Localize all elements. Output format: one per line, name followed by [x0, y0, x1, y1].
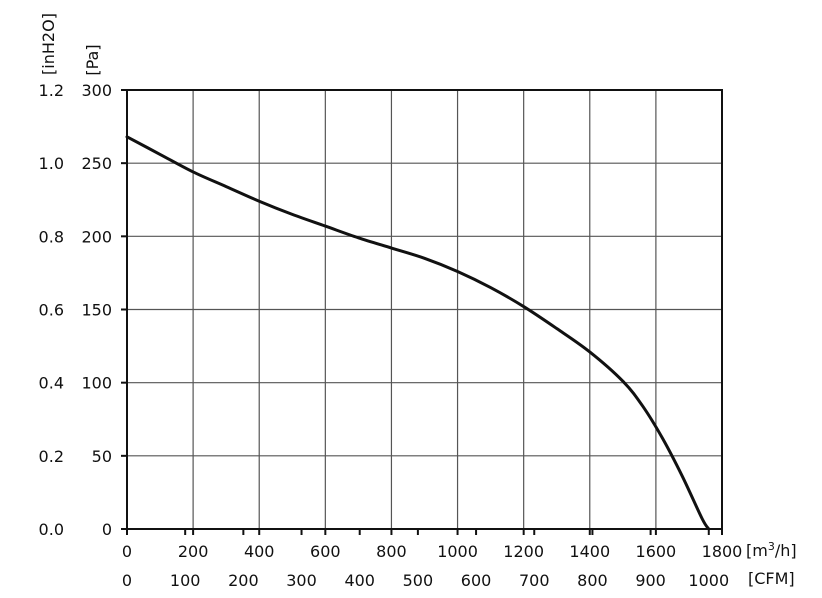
- plot-frame: [126, 89, 723, 530]
- x-axis-unit-secondary: [CFM]: [748, 569, 795, 588]
- x-axis-unit-primary: [m3/h]: [746, 540, 797, 560]
- y-tick-label-secondary: 0.8: [39, 227, 64, 246]
- x-tick-label-secondary: 600: [461, 571, 492, 590]
- x-tick-label-primary: 1200: [503, 542, 544, 561]
- x-tick-label-primary: 1800: [702, 542, 743, 561]
- x-tick-label-primary: 1400: [569, 542, 610, 561]
- x-tick-label-secondary: 800: [577, 571, 608, 590]
- x-tick-label-secondary: 300: [286, 571, 317, 590]
- x-tick-label-primary: 800: [376, 542, 407, 561]
- x-tick-label-secondary: 1000: [688, 571, 729, 590]
- x-tick-label-primary: 0: [122, 542, 132, 561]
- series-layer: [125, 135, 711, 531]
- x-tick-label-primary: 1600: [636, 542, 677, 561]
- y-axis-unit-secondary: [inH2O]: [39, 13, 58, 75]
- x-tick-label-secondary: 400: [344, 571, 375, 590]
- x-tick-label-primary: 200: [178, 542, 209, 561]
- y-tick-label-secondary: 0.2: [39, 447, 64, 466]
- y-tick-label-primary: 0: [102, 520, 112, 539]
- x-tick-label-primary: 400: [244, 542, 275, 561]
- x-tick-label-secondary: 100: [170, 571, 201, 590]
- y-tick-label-primary: 50: [92, 447, 112, 466]
- x-tick-label-secondary: 0: [122, 571, 132, 590]
- y-tick-label-secondary: 1.0: [39, 154, 64, 173]
- x-tick-label-secondary: 200: [228, 571, 259, 590]
- x-tick-label-secondary: 700: [519, 571, 550, 590]
- x-tick-label-secondary: 900: [635, 571, 666, 590]
- y-axis-unit-primary: [Pa]: [83, 44, 102, 75]
- y-tick-label-primary: 300: [81, 81, 112, 100]
- x-tick-label-primary: 1000: [437, 542, 478, 561]
- y-tick-label-secondary: 0.4: [39, 374, 64, 393]
- y-tick-label-primary: 250: [81, 154, 112, 173]
- y-tick-label-secondary: 0.6: [39, 301, 64, 320]
- y-tick-label-primary: 100: [81, 374, 112, 393]
- x-tick-label-secondary: 500: [403, 571, 434, 590]
- y-tick-label-primary: 200: [81, 227, 112, 246]
- y-tick-label-secondary: 1.2: [39, 81, 64, 100]
- y-tick-label-primary: 150: [81, 301, 112, 320]
- performance-curve-line: [125, 135, 711, 531]
- x-tick-label-primary: 600: [310, 542, 341, 561]
- y-tick-label-secondary: 0.0: [39, 520, 64, 539]
